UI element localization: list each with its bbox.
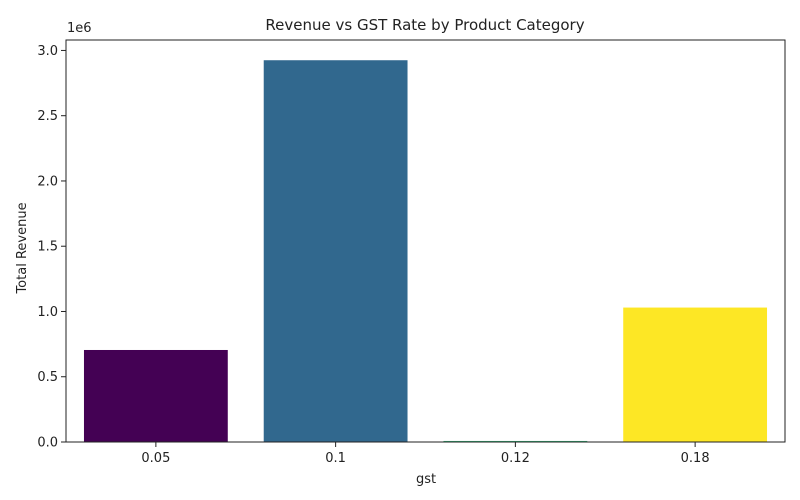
- bar-0.05: [83, 349, 228, 442]
- y-axis-label: Total Revenue: [15, 202, 30, 294]
- x-tick-label-0.1: 0.1: [325, 451, 346, 466]
- y-tick-label-2.0: 2.0: [37, 174, 58, 189]
- bar-0.1: [263, 60, 408, 442]
- bar-0.18: [623, 307, 768, 442]
- x-tick-label-0.12: 0.12: [501, 451, 530, 466]
- x-tick-label-0.18: 0.18: [681, 451, 710, 466]
- y-tick-label-0.5: 0.5: [37, 370, 58, 385]
- chart-title: Revenue vs GST Rate by Product Category: [265, 16, 584, 34]
- axes-frame: [65, 39, 786, 443]
- x-axis-label: gst: [416, 472, 436, 487]
- plot-area: 0.05 0.1 0.12 0.18 0.0 0.5 1.0 1.5 2.0 2.5 3.0: [37, 39, 786, 466]
- y-tick-label-1.5: 1.5: [37, 240, 58, 255]
- y-tick-label-1.0: 1.0: [37, 305, 58, 320]
- y-tick-label-2.5: 2.5: [37, 109, 58, 124]
- bar-0.12: [443, 440, 588, 442]
- y-tick-label-3.0: 3.0: [37, 44, 58, 59]
- x-tick-label-0.05: 0.05: [141, 451, 170, 466]
- y-offset-label: 1e6: [67, 21, 92, 36]
- y-tick-label-0.0: 0.0: [37, 436, 58, 451]
